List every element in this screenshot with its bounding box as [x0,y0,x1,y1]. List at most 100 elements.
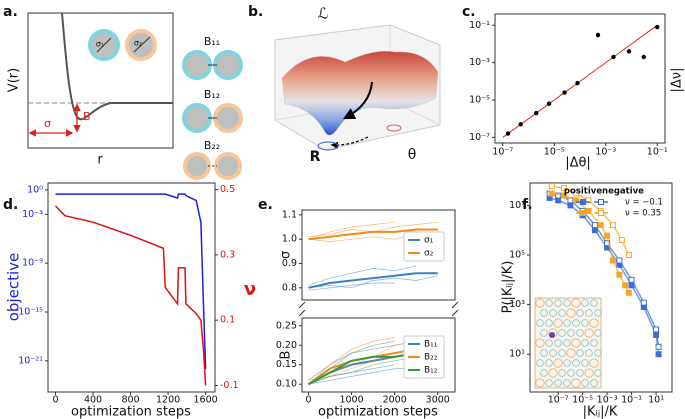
y-tick-label: 10⁻¹ [469,20,490,31]
bond-label: B₁₁ [204,35,220,48]
marker [609,222,616,229]
frame [27,12,174,149]
inset-particle [540,329,548,337]
inset-particle [563,339,571,347]
legend-label: B₁₁ [424,340,438,350]
x-tick-label: 3000 [426,395,450,406]
inset-particle [545,319,553,327]
y-axis-label: |Δν| [670,68,685,93]
marker [625,252,632,259]
marker [616,271,623,278]
legend-label: σ₁ [424,236,434,246]
axis-break [451,309,459,317]
theta-label: θ [408,147,417,163]
legend-box [403,335,445,379]
legend-label: ν = 0.35 [625,209,661,219]
bond-label: B₂₂ [204,139,220,152]
inset-particle [581,299,589,307]
inset-particle [558,309,566,317]
inset-particle [545,299,553,307]
y-axis-label: σ [279,251,294,259]
inset-particle [571,378,581,388]
inset-particle [584,368,594,378]
inset-particle [581,319,589,327]
point [641,54,646,60]
point [546,101,552,106]
y-tick-label: 10⁻⁵ [469,95,490,106]
particle-label: σ₂ [134,39,142,48]
particle [183,152,211,180]
particle [214,152,242,180]
inset-particle [553,318,563,328]
sample-line [308,275,438,289]
x-tick-label: 10⁻⁵ [572,395,593,406]
y-tick-label: 0.20 [276,340,297,351]
inset-particle [535,298,545,308]
inset-particle [553,358,563,368]
x-tick-label: 800 [121,395,139,406]
inset-particle [535,378,545,388]
plot-frame [494,13,666,144]
y-axis-label: objective [5,253,23,322]
legend-label: B₂₂ [424,353,438,363]
axis-break [298,309,306,317]
marker [640,299,647,306]
inset-particle [535,338,545,348]
y-tick-label: 1.1 [282,209,297,220]
inset-frame [534,297,602,389]
y-tick-label: 10⁰ [27,184,43,195]
x-tick-label: 10⁻⁵ [544,147,565,158]
fit-line [502,24,658,138]
x-axis-label: |Kᵢⱼ|/K [583,405,618,419]
marker [618,237,625,244]
y-tick-label: 10³ [509,299,525,310]
x-tick-label: 10⁻³ [595,147,616,158]
particle-label: σ₁ [96,40,104,49]
plot-frame [301,317,456,393]
y2-tick-label: 0.3 [220,249,235,260]
inset-particle [567,329,575,337]
inset-particle [540,369,548,377]
x-tick-label: 1600 [194,395,218,406]
sample-line [308,282,395,291]
marker [653,326,660,333]
axis-break [298,301,306,309]
inset-particle [566,308,576,318]
marker [609,257,616,264]
inset-particle [536,319,544,327]
x-tick-label: 10¹ [648,395,664,406]
legend-marker [580,199,586,205]
marker [655,343,662,350]
x-axis-label: optimization steps [71,405,191,419]
y-tick-label: 10⁻³ [469,57,490,68]
point [626,49,632,54]
panel-label: c. [462,4,476,20]
x-tick-label: 2000 [383,395,407,406]
inset-particle [563,319,571,327]
inset-particle [594,329,602,337]
series-line [308,228,438,241]
point [534,110,539,116]
y-tick-label: 1.0 [282,234,297,245]
marker [573,197,580,204]
inset-particle [571,298,581,308]
x-tick-label: 400 [84,395,102,406]
particle [213,50,243,80]
marker [561,185,568,192]
sample-line [308,337,395,385]
marker [622,282,629,289]
inset-particle [563,299,571,307]
particle [213,103,243,133]
plot-frame [47,182,216,393]
series-line [55,193,207,370]
inset-particle [581,359,589,367]
inset-particle [566,348,576,358]
panel-label: b. [248,4,263,20]
y-tick-label: 10⁻²¹ [18,355,43,366]
y-tick-label: 10⁻¹⁵ [18,307,43,318]
descent-arrow [342,81,373,120]
diameter [133,36,151,53]
x-tick-label: 10⁻¹ [647,147,668,158]
inset-particle [536,359,544,367]
y-axis-label: P(|Kᵢⱼ|/K) [501,261,516,314]
